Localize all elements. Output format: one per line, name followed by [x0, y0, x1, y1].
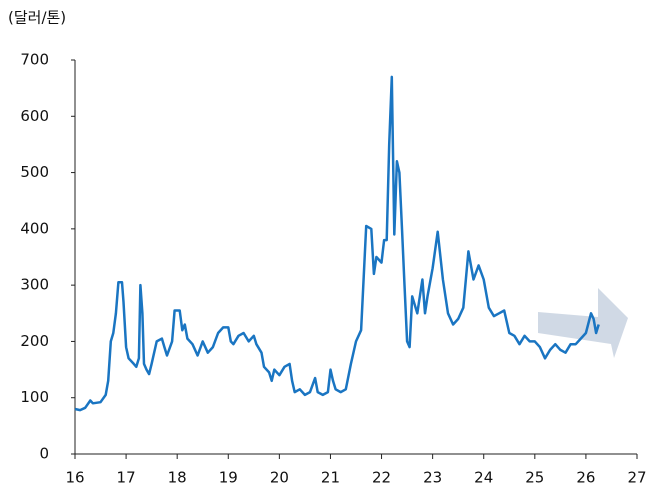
y-tick-label: 700: [20, 51, 49, 69]
x-tick-label: 21: [321, 469, 340, 487]
x-tick-label: 23: [423, 469, 442, 487]
x-tick-label: 22: [372, 469, 391, 487]
x-tick-label: 18: [168, 469, 187, 487]
y-tick-label: 500: [20, 163, 49, 181]
y-tick-label: 0: [39, 445, 49, 463]
x-tick-label: 16: [65, 469, 84, 487]
x-tick-label: 19: [219, 469, 238, 487]
y-tick-label: 200: [20, 332, 49, 350]
y-tick-label: 100: [20, 388, 49, 406]
y-tick-label: 600: [20, 107, 49, 125]
x-tick-label: 25: [525, 469, 544, 487]
trend-arrow: [538, 288, 628, 358]
x-tick-label: 26: [576, 469, 595, 487]
x-tick-label: 24: [474, 469, 493, 487]
y-axis-label: (달러/톤): [8, 9, 66, 27]
data-line: [74, 75, 600, 412]
x-tick-label: 17: [117, 469, 136, 487]
y-tick-label: 300: [20, 276, 49, 294]
x-tick-label: 20: [270, 469, 289, 487]
x-tick-label: 27: [627, 469, 646, 487]
y-tick-label: 400: [20, 219, 49, 237]
